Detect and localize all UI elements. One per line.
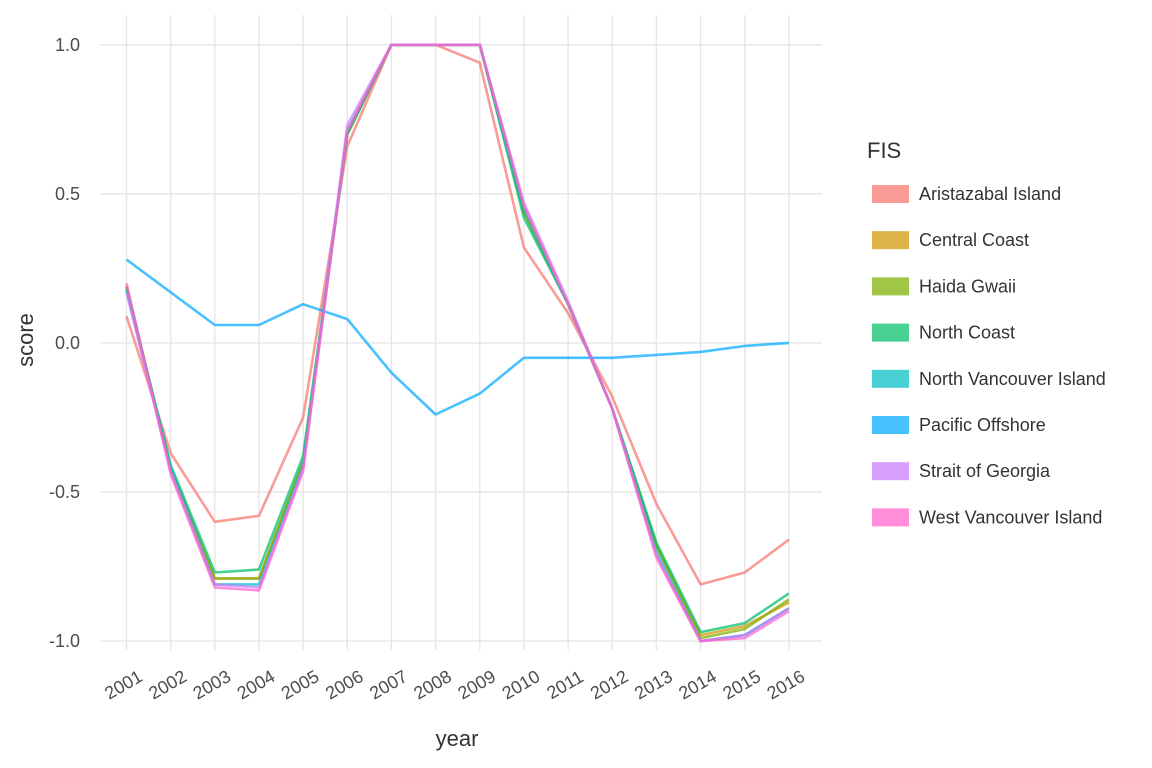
x-tick-label: 2009 — [454, 666, 499, 703]
legend-item: West Vancouver Island — [872, 507, 1102, 527]
legend-swatch — [872, 231, 909, 250]
x-axis-title: year — [436, 726, 479, 751]
y-tick-label: 1.0 — [55, 35, 80, 55]
legend-swatch — [872, 508, 909, 527]
y-tick-label: 0.5 — [55, 184, 80, 204]
legend-item: Haida Gwaii — [872, 276, 1016, 296]
legend-item: Aristazabal Island — [872, 184, 1061, 204]
legend-label: North Coast — [919, 323, 1015, 343]
x-tick-label: 2011 — [543, 666, 587, 703]
grid — [100, 15, 822, 650]
legend-label: Pacific Offshore — [919, 415, 1046, 435]
legend-swatch — [872, 416, 909, 434]
series-line-north-coast — [125, 43, 790, 634]
y-axis-ticks: -1.0 -0.5 0.0 0.5 1.0 — [49, 35, 80, 651]
x-tick-label: 2013 — [631, 666, 676, 703]
legend-item: North Coast — [872, 323, 1015, 343]
x-tick-label: 2001 — [101, 666, 146, 703]
x-tick-label: 2005 — [278, 666, 323, 703]
legend-label: Central Coast — [919, 230, 1029, 250]
y-tick-label: -1.0 — [49, 631, 80, 651]
legend-swatch — [872, 185, 909, 203]
series-line-haida-gwaii — [125, 43, 790, 640]
x-tick-label: 2002 — [145, 666, 190, 703]
x-tick-label: 2006 — [322, 666, 367, 703]
y-axis-title: score — [13, 313, 38, 367]
legend-item: Central Coast — [872, 230, 1029, 250]
legend-swatch — [872, 369, 909, 388]
series-line-west-vancouver-island — [125, 43, 790, 643]
x-tick-label: 2014 — [675, 666, 720, 703]
legend-items: Aristazabal Island Central Coast Haida Gwa… — [872, 184, 1106, 527]
legend-title: FIS — [867, 138, 901, 163]
x-tick-label: 2012 — [587, 666, 632, 703]
x-tick-label: 2008 — [410, 666, 455, 703]
series-line-central-coast — [125, 43, 790, 637]
series-lines — [125, 43, 790, 643]
legend-swatch — [872, 277, 909, 296]
x-tick-label: 2003 — [189, 666, 234, 703]
legend-label: Strait of Georgia — [919, 461, 1051, 481]
x-tick-label: 2015 — [719, 666, 764, 703]
legend-label: North Vancouver Island — [919, 369, 1106, 389]
legend-swatch — [872, 462, 909, 481]
y-tick-label: -0.5 — [49, 482, 80, 502]
x-tick-label: 2016 — [764, 666, 809, 703]
y-tick-label: 0.0 — [55, 333, 80, 353]
x-tick-label: 2010 — [499, 666, 544, 703]
x-axis-ticks: 2001 2002 2003 2004 2005 2006 2007 2008 2009 2010… — [101, 666, 808, 703]
legend-swatch — [872, 323, 909, 342]
legend-item: Pacific Offshore — [872, 415, 1046, 435]
legend-label: West Vancouver Island — [919, 507, 1102, 527]
x-tick-label: 2004 — [234, 666, 279, 703]
series-line-pacific-offshore — [125, 258, 789, 416]
x-tick-label: 2007 — [366, 666, 411, 703]
series-line-aristazabal-island — [125, 43, 790, 586]
legend: FIS Aristazabal Island Central Coast Haida… — [867, 138, 1106, 527]
legend-label: Aristazabal Island — [919, 184, 1061, 204]
legend-label: Haida Gwaii — [919, 276, 1016, 296]
legend-item: North Vancouver Island — [872, 369, 1106, 389]
legend-item: Strait of Georgia — [872, 461, 1051, 481]
